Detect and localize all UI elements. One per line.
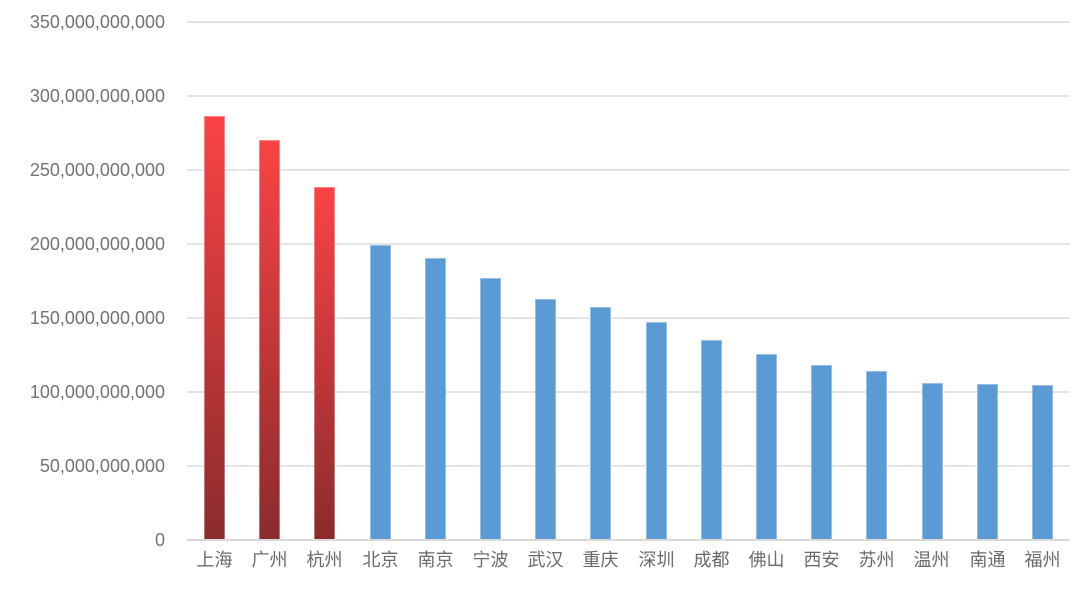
bar-12 — [811, 365, 832, 540]
y-tick-label-1: 50,000,000,000 — [39, 456, 165, 476]
x-tick-label-7: 武汉 — [527, 550, 564, 570]
bar-7 — [535, 299, 556, 540]
x-tick-label-5: 南京 — [417, 550, 454, 570]
x-tick-label-11: 佛山 — [748, 550, 785, 570]
bar-4 — [370, 245, 391, 540]
x-tick-label-9: 深圳 — [638, 550, 675, 570]
bar-16 — [1032, 385, 1053, 540]
gridline-5 — [187, 169, 1070, 171]
y-tick-label-7: 350,000,000,000 — [29, 12, 165, 32]
bar-14 — [922, 383, 943, 540]
x-tick-label-1: 上海 — [196, 550, 233, 570]
y-tick-label-6: 300,000,000,000 — [29, 86, 165, 106]
x-tick-label-8: 重庆 — [582, 550, 619, 570]
bar-1 — [204, 116, 225, 540]
x-tick-label-2: 广州 — [251, 550, 288, 570]
gridline-7 — [187, 21, 1070, 23]
gridline-4 — [187, 243, 1070, 245]
bar-9 — [646, 322, 667, 540]
x-tick-label-15: 南通 — [969, 550, 1006, 570]
x-tick-label-13: 苏州 — [858, 550, 895, 570]
bar-5 — [425, 258, 446, 540]
bar-2 — [259, 140, 280, 540]
x-tick-label-12: 西安 — [803, 550, 840, 570]
x-tick-label-4: 北京 — [362, 550, 399, 570]
y-tick-label-4: 200,000,000,000 — [29, 234, 165, 254]
x-axis-line — [187, 539, 1070, 541]
bar-6 — [480, 278, 501, 540]
gridline-3 — [187, 317, 1070, 319]
bar-8 — [590, 307, 611, 540]
y-tick-label-0: 0 — [154, 530, 165, 550]
gridline-2 — [187, 391, 1070, 393]
bar-3 — [314, 187, 335, 540]
gridline-6 — [187, 95, 1070, 97]
bar-11 — [756, 354, 777, 540]
gridline-1 — [187, 465, 1070, 467]
bar-15 — [977, 384, 998, 540]
x-tick-label-6: 宁波 — [472, 550, 509, 570]
x-tick-label-14: 温州 — [913, 550, 950, 570]
y-tick-label-2: 100,000,000,000 — [29, 382, 165, 402]
bar-13 — [866, 371, 887, 540]
x-tick-label-3: 杭州 — [306, 550, 343, 570]
x-tick-label-16: 福州 — [1024, 550, 1061, 570]
y-tick-label-3: 150,000,000,000 — [29, 308, 165, 328]
bar-10 — [701, 340, 722, 540]
x-tick-label-10: 成都 — [693, 550, 730, 570]
y-tick-label-5: 250,000,000,000 — [29, 160, 165, 180]
